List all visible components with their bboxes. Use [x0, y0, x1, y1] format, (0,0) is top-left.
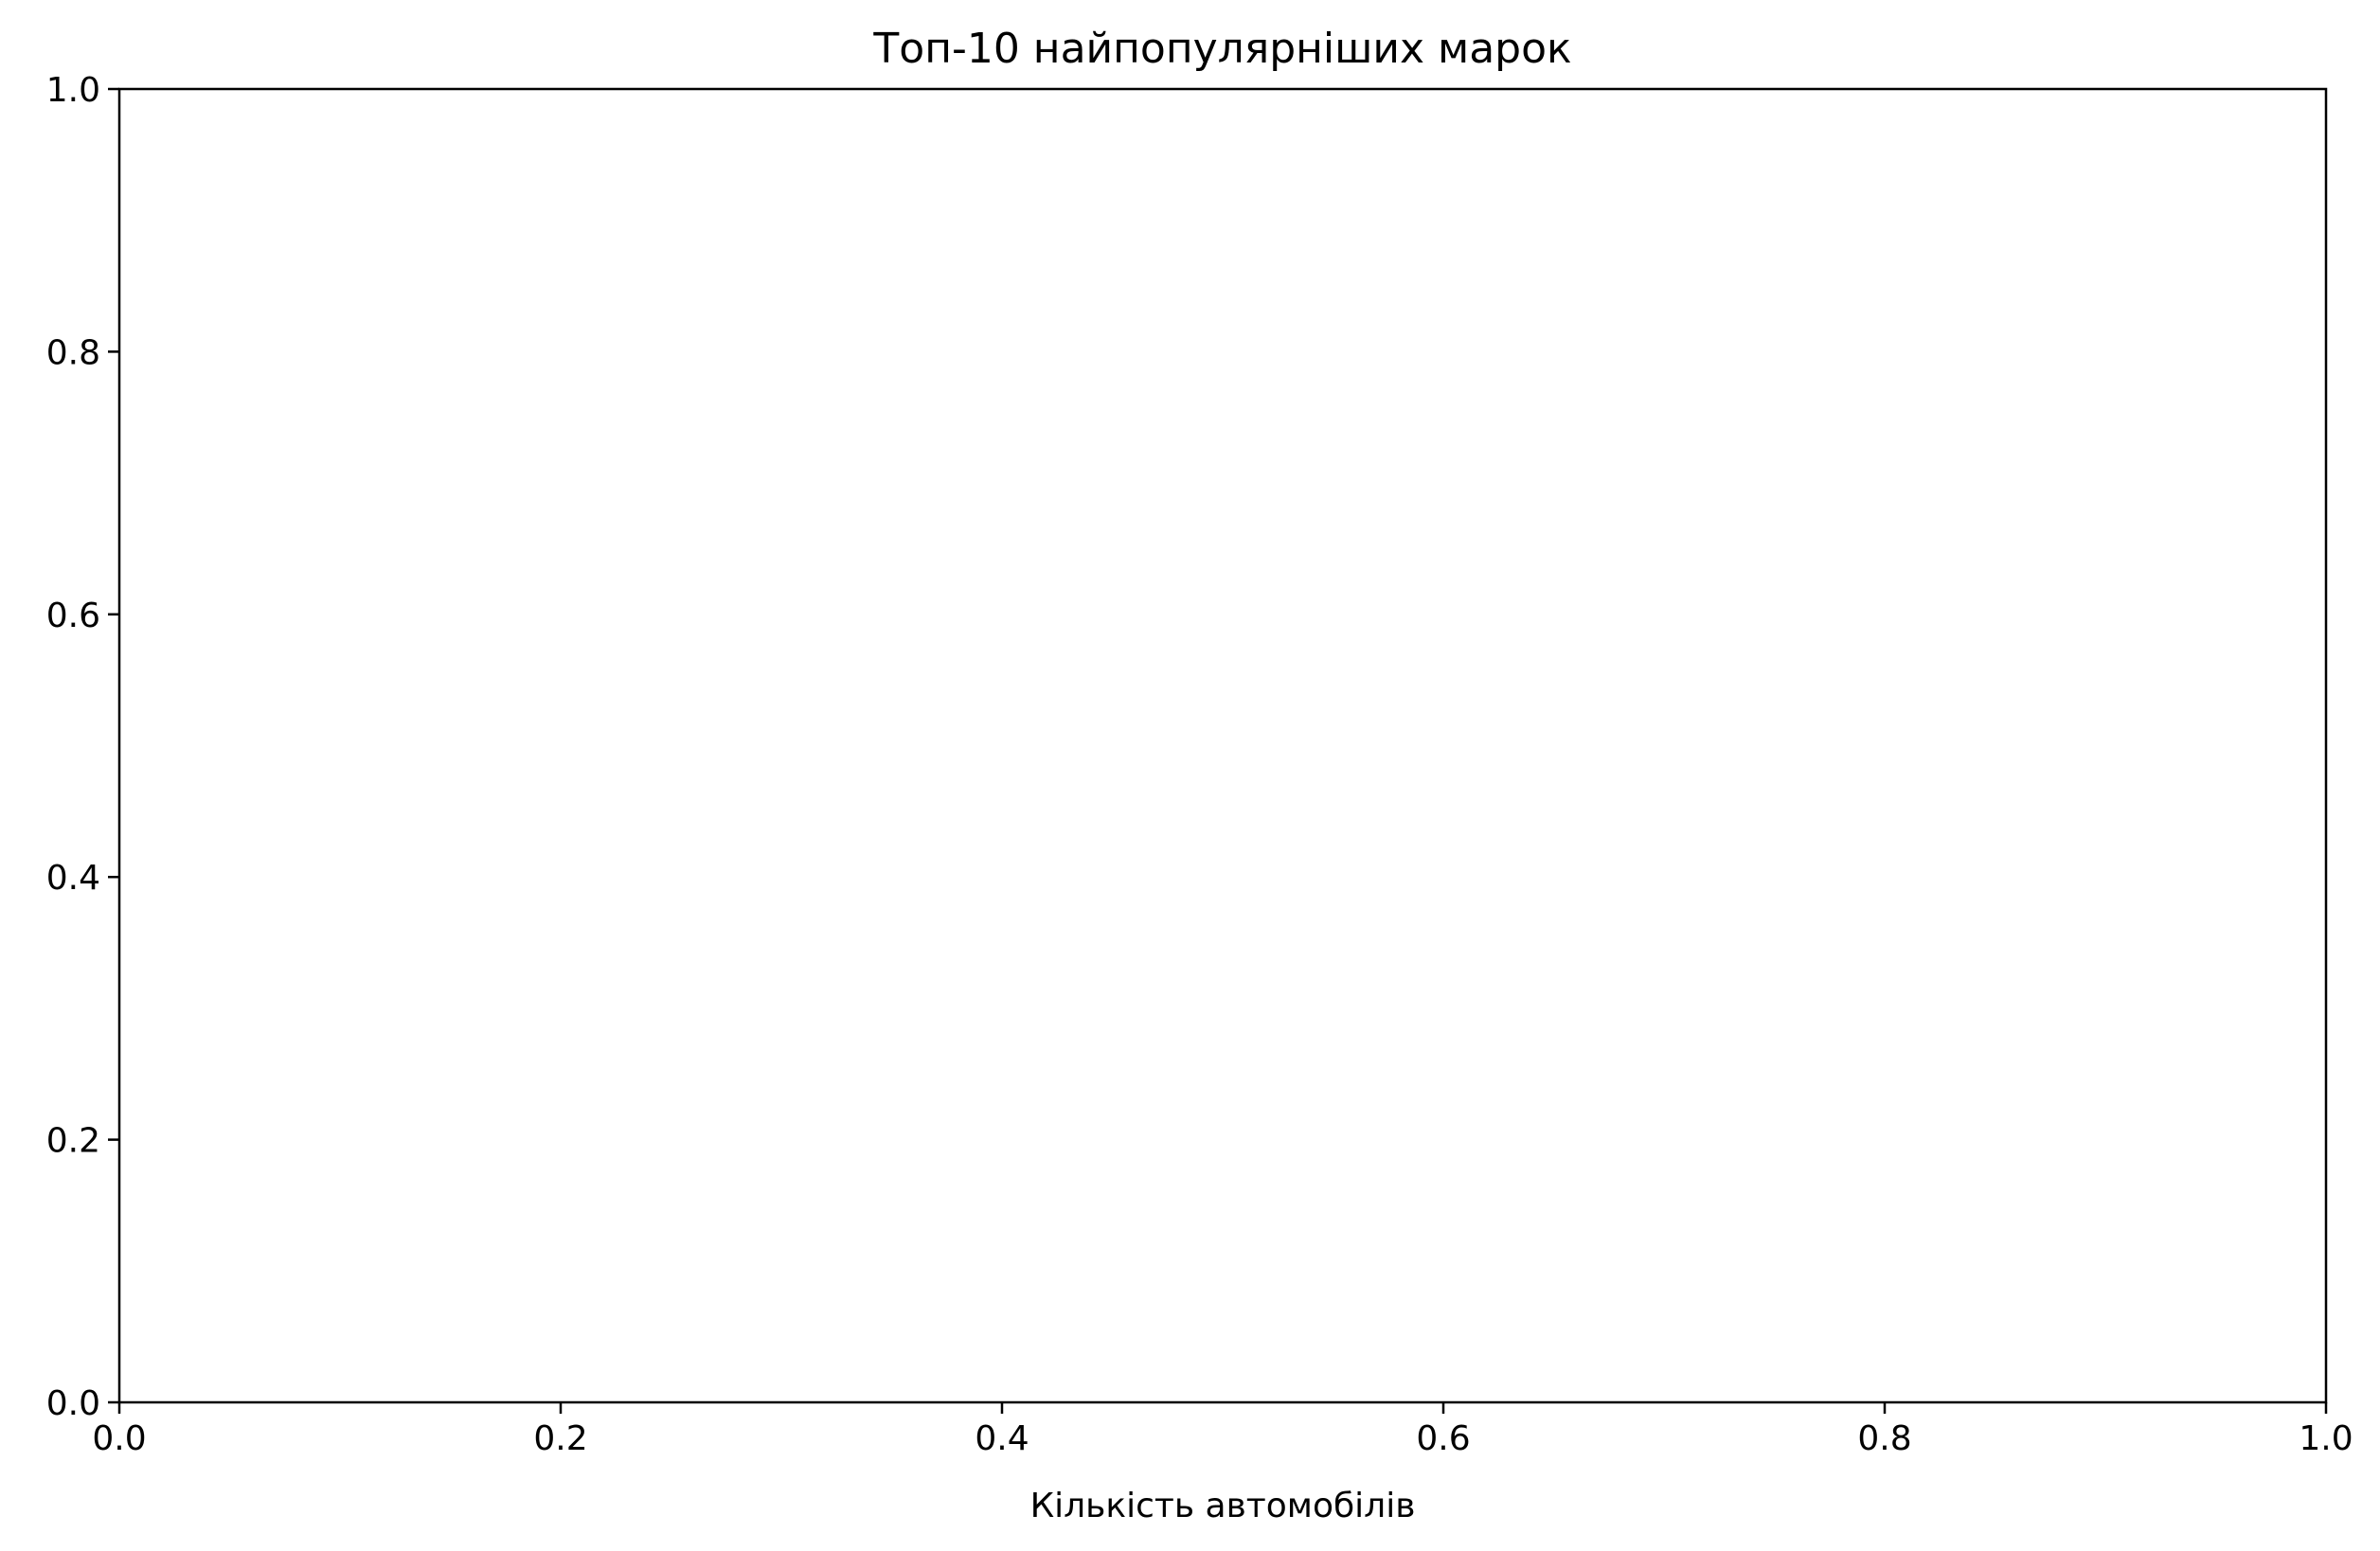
y-tick-label: 0.6 — [46, 597, 100, 635]
x-tick-label: 0.2 — [533, 1419, 587, 1458]
x-tick-label: 0.6 — [1416, 1419, 1470, 1458]
x-tick-label: 0.8 — [1857, 1419, 1911, 1458]
x-axis-label: Кількість автомобілів — [1030, 1487, 1416, 1525]
y-tick-label: 0.4 — [46, 859, 100, 898]
y-tick-label: 0.0 — [46, 1384, 100, 1423]
y-tick-label: 0.2 — [46, 1122, 100, 1161]
x-tick-label: 0.0 — [92, 1419, 146, 1458]
y-tick-label: 0.8 — [46, 333, 100, 372]
x-axis-ticks: 0.0 0.2 0.4 0.6 0.8 1.0 — [92, 1402, 2353, 1458]
x-tick-label: 0.4 — [975, 1419, 1029, 1458]
y-tick-label: 1.0 — [46, 71, 100, 110]
chart-title: Топ-10 найпопулярніших марок — [872, 25, 1571, 73]
y-axis-ticks: 0.0 0.2 0.4 0.6 0.8 1.0 — [46, 71, 119, 1423]
x-tick-label: 1.0 — [2299, 1419, 2353, 1458]
plot-area — [117, 87, 2328, 1404]
